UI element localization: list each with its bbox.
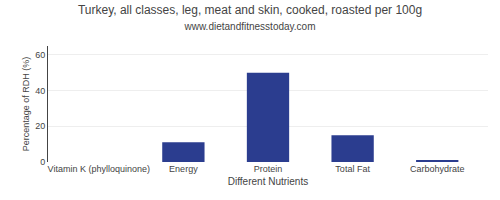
svg-text:Energy: Energy — [169, 164, 198, 174]
svg-text:60: 60 — [35, 50, 45, 60]
svg-text:Total Fat: Total Fat — [335, 164, 370, 174]
svg-text:0: 0 — [40, 157, 45, 167]
svg-text:Turkey, all classes, leg, meat: Turkey, all classes, leg, meat and skin,… — [78, 3, 422, 32]
svg-text:Different Nutrients: Different Nutrients — [228, 176, 308, 187]
svg-text:Carbohydrate: Carbohydrate — [410, 164, 465, 174]
svg-text:Protein: Protein — [254, 164, 283, 174]
svg-text:20: 20 — [35, 121, 45, 131]
svg-text:Percentage of RDH (%): Percentage of RDH (%) — [21, 57, 31, 152]
svg-text:40: 40 — [35, 86, 45, 96]
svg-text:Vitamin K (phylloquinone): Vitamin K (phylloquinone) — [48, 164, 150, 174]
